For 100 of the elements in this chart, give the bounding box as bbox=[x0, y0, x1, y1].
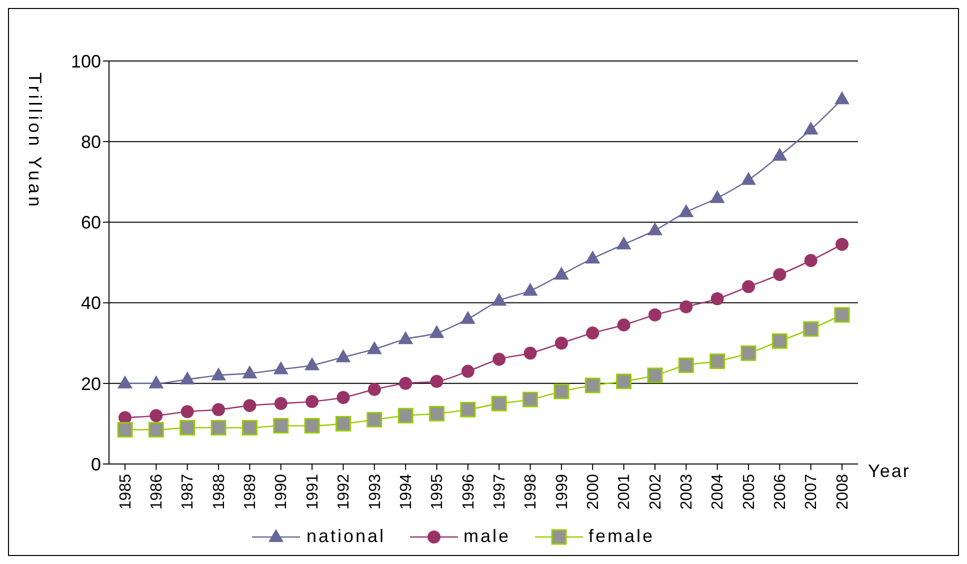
point bbox=[180, 371, 195, 384]
point bbox=[836, 238, 848, 251]
point bbox=[429, 325, 444, 338]
point bbox=[554, 266, 569, 280]
legend-label: female bbox=[588, 526, 655, 547]
point bbox=[150, 409, 163, 422]
point bbox=[616, 374, 632, 390]
point bbox=[399, 376, 412, 390]
point bbox=[117, 422, 133, 438]
point bbox=[148, 375, 164, 388]
x-tick-label: 1996 bbox=[460, 474, 478, 510]
point bbox=[647, 222, 662, 236]
point bbox=[460, 402, 476, 418]
point bbox=[335, 416, 351, 432]
x-tick-label: 1993 bbox=[366, 474, 384, 510]
point bbox=[584, 378, 600, 394]
point bbox=[773, 268, 786, 282]
point bbox=[710, 353, 726, 369]
point bbox=[398, 408, 414, 424]
point bbox=[803, 122, 818, 135]
x-tick-label: 1992 bbox=[336, 474, 353, 510]
point bbox=[678, 358, 694, 374]
point bbox=[398, 331, 414, 344]
point bbox=[522, 282, 538, 296]
x-tick-label: 2000 bbox=[584, 474, 602, 510]
point bbox=[586, 326, 600, 340]
point bbox=[710, 190, 725, 204]
point bbox=[772, 333, 788, 349]
point bbox=[834, 307, 850, 323]
point bbox=[554, 384, 570, 400]
point bbox=[304, 357, 320, 370]
point bbox=[804, 254, 818, 267]
point bbox=[243, 399, 256, 412]
point bbox=[210, 420, 226, 436]
point bbox=[616, 236, 632, 250]
point bbox=[274, 397, 288, 410]
point bbox=[647, 368, 663, 384]
x-tick-label: 1999 bbox=[554, 474, 571, 510]
point bbox=[273, 361, 288, 374]
x-axis-title: Year bbox=[868, 460, 910, 481]
point bbox=[212, 403, 226, 416]
x-tick-label: 1986 bbox=[148, 474, 166, 510]
point bbox=[336, 391, 350, 404]
point bbox=[336, 349, 351, 362]
point bbox=[554, 336, 568, 350]
y-tick-label: 100 bbox=[70, 51, 101, 72]
point bbox=[430, 374, 444, 388]
point bbox=[834, 91, 850, 104]
x-tick-label: 1997 bbox=[491, 474, 508, 510]
point bbox=[648, 308, 662, 322]
point bbox=[242, 420, 258, 436]
x-tick-label: 2004 bbox=[710, 474, 727, 510]
point bbox=[772, 148, 788, 161]
x-tick-label: 2007 bbox=[803, 474, 820, 510]
point bbox=[304, 418, 320, 434]
x-tick-label: 2002 bbox=[647, 474, 664, 510]
point bbox=[710, 292, 724, 306]
point bbox=[680, 300, 693, 314]
point bbox=[740, 345, 756, 361]
point bbox=[617, 318, 630, 332]
point bbox=[492, 292, 507, 306]
x-tick-label: 1991 bbox=[304, 474, 322, 510]
point bbox=[460, 310, 476, 324]
x-tick-label: 2001 bbox=[616, 474, 634, 510]
point bbox=[524, 346, 537, 360]
legend-label: male bbox=[464, 526, 511, 547]
point bbox=[118, 375, 132, 388]
point bbox=[803, 321, 819, 337]
x-tick-label: 1988 bbox=[210, 474, 228, 510]
point bbox=[306, 395, 319, 408]
x-tick-label: 1987 bbox=[180, 474, 197, 510]
x-tick-label: 1990 bbox=[273, 474, 290, 510]
x-tick-label: 1998 bbox=[522, 474, 540, 510]
y-axis-title: Trillion Yuan bbox=[25, 72, 45, 210]
point bbox=[678, 204, 694, 218]
point bbox=[492, 352, 506, 366]
point bbox=[180, 405, 194, 418]
x-tick-label: 2005 bbox=[740, 474, 758, 510]
point bbox=[273, 418, 289, 434]
point bbox=[740, 172, 756, 185]
point bbox=[368, 382, 381, 396]
x-tick-label: 1994 bbox=[398, 474, 415, 510]
point bbox=[366, 341, 382, 354]
x-tick-label: 1989 bbox=[242, 474, 260, 510]
y-tick-label: 60 bbox=[80, 212, 101, 233]
x-tick-label: 2008 bbox=[834, 474, 852, 510]
point bbox=[742, 280, 755, 294]
point bbox=[428, 406, 444, 422]
point bbox=[366, 412, 382, 428]
point bbox=[180, 420, 196, 436]
x-tick-label: 2003 bbox=[678, 474, 696, 510]
point bbox=[522, 392, 538, 408]
y-tick-label: 40 bbox=[80, 293, 101, 314]
y-tick-label: 20 bbox=[80, 374, 101, 394]
point bbox=[461, 364, 474, 378]
x-tick-label: 1985 bbox=[117, 474, 134, 510]
y-tick-label: 0 bbox=[90, 454, 101, 474]
x-tick-label: 2006 bbox=[772, 474, 790, 510]
y-tick-label: 80 bbox=[80, 132, 101, 152]
point bbox=[211, 367, 226, 380]
